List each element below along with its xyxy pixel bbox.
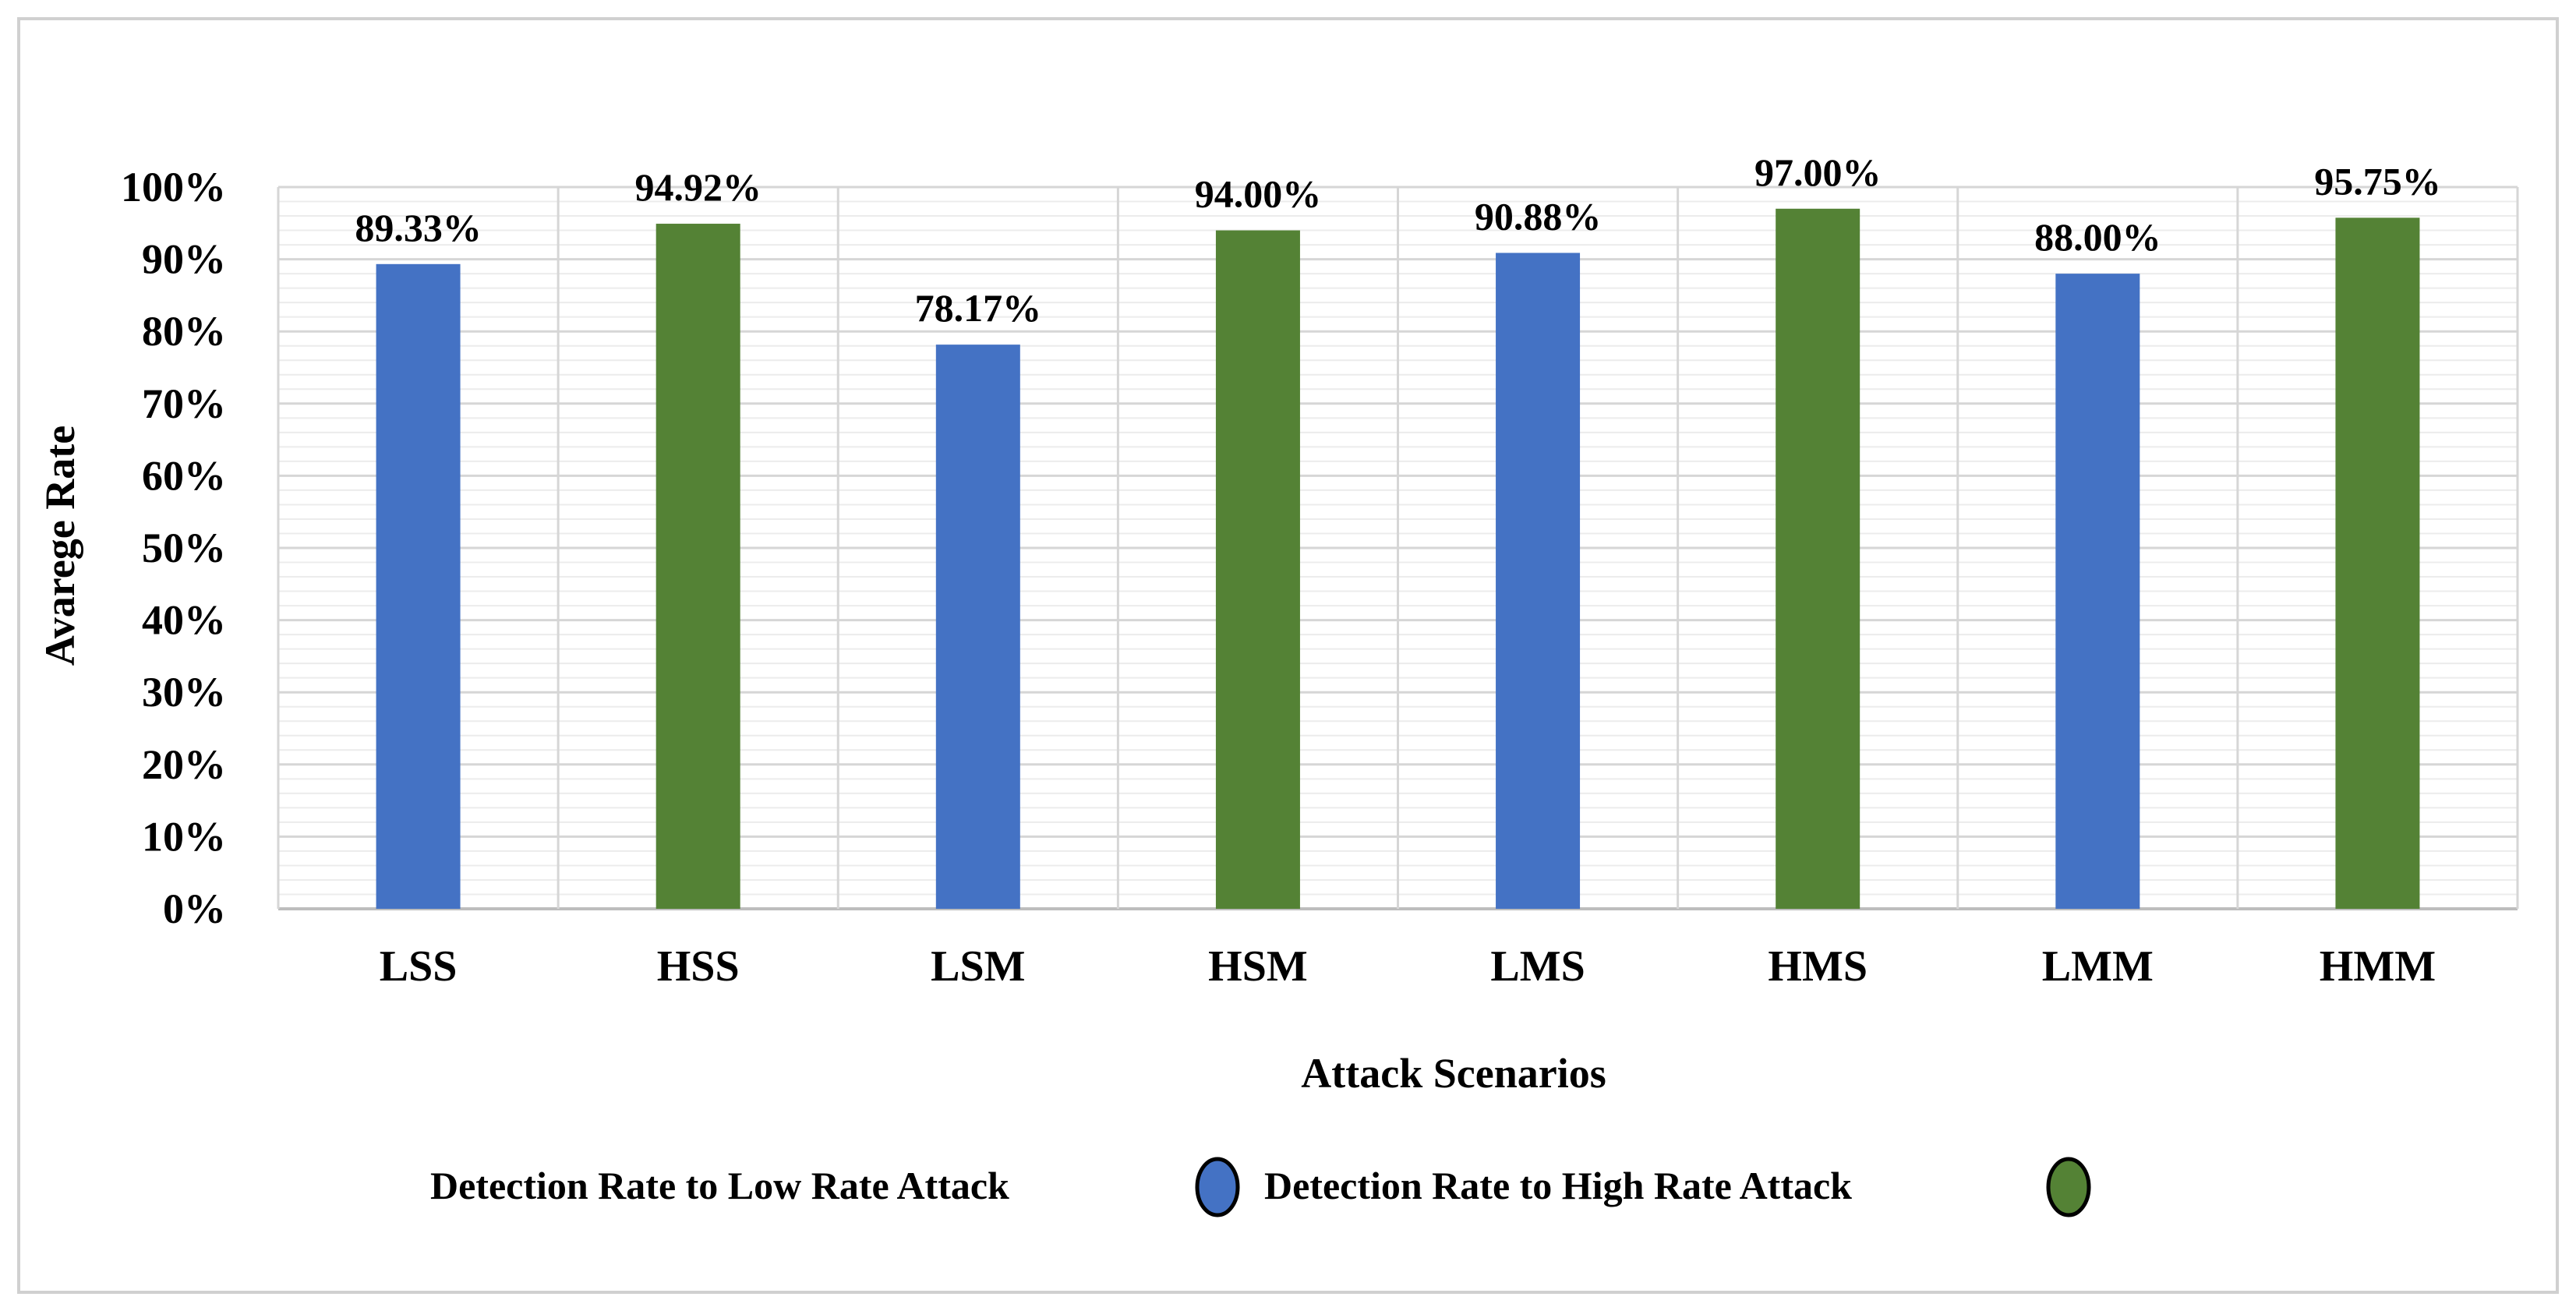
bar: [1496, 253, 1581, 910]
data-labels: 89.33% 94.92% 78.17% 94.00% 90.88% 97.00% 88.0…: [355, 150, 2440, 330]
x-category-label: HMS: [1768, 942, 1868, 991]
data-label: 94.92%: [634, 165, 761, 209]
gridlines: [277, 186, 2519, 910]
x-category-label: LSM: [931, 942, 1025, 991]
bar: [376, 263, 461, 909]
data-label: 89.33%: [355, 206, 482, 249]
y-tick-label: 60%: [142, 452, 226, 499]
data-label: 90.88%: [1475, 194, 1602, 238]
x-category-label: HSS: [657, 942, 740, 991]
data-label: 78.17%: [915, 286, 1042, 330]
x-category-label: LSS: [380, 942, 458, 991]
y-tick-label: 0%: [163, 885, 226, 932]
y-tick-label: 100%: [121, 164, 226, 210]
bar: [935, 345, 1020, 909]
data-label: 94.00%: [1195, 172, 1322, 216]
y-axis-title: Avarege Rate: [37, 426, 83, 666]
legend-label-low: Detection Rate to Low Rate Attack: [430, 1164, 1009, 1207]
data-label: 97.00%: [1754, 150, 1882, 194]
legend-label-high: Detection Rate to High Rate Attack: [1264, 1164, 1852, 1207]
data-label: 95.75%: [2314, 159, 2441, 203]
y-tick-label: 90%: [142, 236, 226, 283]
x-category-label: LMS: [1490, 942, 1585, 991]
legend-marker-high: [2046, 1157, 2091, 1217]
bar: [655, 224, 740, 910]
bar: [2055, 274, 2140, 909]
bar: [1776, 208, 1860, 909]
y-axis-ticks: 0% 10% 20% 30% 40% 50% 60% 70% 80% 90% 100%: [121, 164, 226, 932]
x-category-label: HMM: [2320, 942, 2436, 991]
data-label: 88.00%: [2034, 215, 2161, 259]
bar: [2335, 217, 2420, 910]
legend: Detection Rate to Low Rate Attack Detect…: [430, 1157, 2091, 1217]
y-tick-label: 40%: [142, 597, 226, 644]
x-axis-categories: LSS HSS LSM HSM LMS HMS LMM HMM: [380, 942, 2436, 991]
y-tick-label: 80%: [142, 308, 226, 355]
y-tick-label: 20%: [142, 741, 226, 788]
legend-marker-low: [1195, 1157, 1240, 1217]
x-axis-title: Attack Scenarios: [1301, 1050, 1606, 1097]
y-tick-label: 30%: [142, 669, 226, 716]
bar: [1215, 230, 1300, 909]
y-tick-label: 10%: [142, 813, 226, 860]
y-tick-label: 70%: [142, 380, 226, 427]
x-category-label: HSM: [1208, 942, 1308, 991]
bars: [376, 208, 2420, 910]
x-category-label: LMM: [2042, 942, 2154, 991]
y-tick-label: 50%: [142, 525, 226, 571]
